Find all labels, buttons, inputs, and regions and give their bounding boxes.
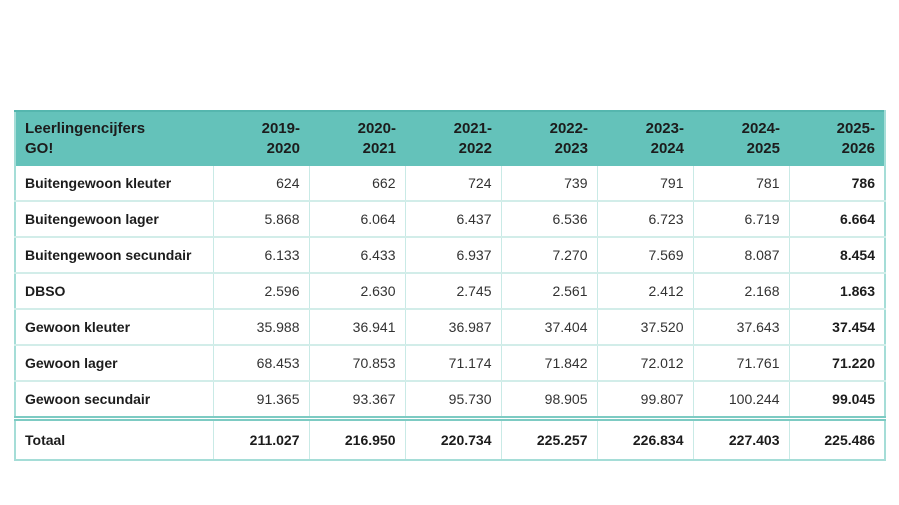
cell-value: 739 — [501, 166, 598, 202]
table-row: Gewoon secundair 91.365 93.367 95.730 98.905… — [15, 381, 885, 420]
year-column-header: 2020- 2021 — [309, 111, 405, 166]
table-body: Buitengewoon kleuter 624 662 724 739 791 781 78… — [15, 166, 885, 420]
cell-value: 6.937 — [405, 237, 502, 274]
cell-value: 95.730 — [405, 381, 502, 420]
leerlingencijfers-table: Leerlingencijfers GO! 2019- 2020 2020- 2021… — [14, 110, 886, 461]
table-row: Gewoon kleuter 35.988 36.941 36.987 37.404 37… — [15, 309, 885, 346]
cell-value: 2.596 — [213, 273, 310, 310]
cell-value: 662 — [309, 166, 406, 202]
year-column-header: 2019- 2020 — [213, 111, 309, 166]
total-cell-value: 220.734 — [405, 416, 502, 460]
cell-value: 6.719 — [693, 201, 790, 238]
year-column-header: 2022- 2023 — [501, 111, 597, 166]
row-label: Gewoon lager — [15, 345, 214, 382]
total-cell-value: 225.257 — [501, 416, 598, 460]
cell-value: 6.437 — [405, 201, 502, 238]
cell-value: 36.987 — [405, 309, 502, 346]
cell-value: 624 — [213, 166, 310, 202]
cell-value: 8.454 — [789, 237, 885, 274]
cell-value: 37.404 — [501, 309, 598, 346]
cell-value: 72.012 — [597, 345, 694, 382]
year-column-header: 2023- 2024 — [597, 111, 693, 166]
cell-value: 99.045 — [789, 381, 885, 420]
cell-value: 2.745 — [405, 273, 502, 310]
cell-value: 2.412 — [597, 273, 694, 310]
cell-value: 91.365 — [213, 381, 310, 420]
cell-value: 37.520 — [597, 309, 694, 346]
table-title-line2: GO! — [25, 140, 54, 157]
cell-value: 37.643 — [693, 309, 790, 346]
cell-value: 93.367 — [309, 381, 406, 420]
total-cell-value: 211.027 — [213, 416, 310, 460]
cell-value: 1.863 — [789, 273, 885, 310]
cell-value: 70.853 — [309, 345, 406, 382]
cell-value: 6.133 — [213, 237, 310, 274]
total-cell-value: 216.950 — [309, 416, 406, 460]
cell-value: 6.723 — [597, 201, 694, 238]
row-label: Gewoon secundair — [15, 381, 214, 420]
cell-value: 37.454 — [789, 309, 885, 346]
cell-value: 781 — [693, 166, 790, 202]
total-cell-value: 227.403 — [693, 416, 790, 460]
cell-value: 724 — [405, 166, 502, 202]
row-label: DBSO — [15, 273, 214, 310]
row-label: Buitengewoon secundair — [15, 237, 214, 274]
cell-value: 36.941 — [309, 309, 406, 346]
total-cell-value: 225.486 — [789, 416, 885, 460]
cell-value: 2.561 — [501, 273, 598, 310]
year-column-header: 2024- 2025 — [693, 111, 789, 166]
table-row: Buitengewoon secundair 6.133 6.433 6.937 7.2… — [15, 237, 885, 274]
cell-value: 71.174 — [405, 345, 502, 382]
cell-value: 71.220 — [789, 345, 885, 382]
cell-value: 6.664 — [789, 201, 885, 238]
cell-value: 99.807 — [597, 381, 694, 420]
cell-value: 71.761 — [693, 345, 790, 382]
cell-value: 6.536 — [501, 201, 598, 238]
cell-value: 7.270 — [501, 237, 598, 274]
cell-value: 786 — [789, 166, 885, 202]
table-row: Buitengewoon lager 5.868 6.064 6.437 6.536 6.… — [15, 201, 885, 238]
cell-value: 71.842 — [501, 345, 598, 382]
cell-value: 7.569 — [597, 237, 694, 274]
cell-value: 8.087 — [693, 237, 790, 274]
cell-value: 2.630 — [309, 273, 406, 310]
cell-value: 100.244 — [693, 381, 790, 420]
cell-value: 98.905 — [501, 381, 598, 420]
cell-value: 68.453 — [213, 345, 310, 382]
year-column-header: 2021- 2022 — [405, 111, 501, 166]
row-label: Buitengewoon lager — [15, 201, 214, 238]
table-row: DBSO 2.596 2.630 2.745 2.561 2.412 2.168 1.863 — [15, 273, 885, 310]
table-title: Leerlingencijfers GO! — [15, 111, 213, 166]
total-row: Totaal 211.027 216.950 220.734 225.257 226.8… — [15, 416, 885, 460]
year-column-header: 2025- 2026 — [789, 111, 885, 166]
total-row-label: Totaal — [15, 416, 214, 460]
cell-value: 791 — [597, 166, 694, 202]
row-label: Buitengewoon kleuter — [15, 166, 214, 202]
row-label: Gewoon kleuter — [15, 309, 214, 346]
total-cell-value: 226.834 — [597, 416, 694, 460]
header-row: Leerlingencijfers GO! 2019- 2020 2020- 2021… — [15, 111, 885, 166]
table-title-line1: Leerlingencijfers — [25, 120, 146, 137]
cell-value: 2.168 — [693, 273, 790, 310]
cell-value: 5.868 — [213, 201, 310, 238]
cell-value: 35.988 — [213, 309, 310, 346]
table-row: Gewoon lager 68.453 70.853 71.174 71.842 72.0… — [15, 345, 885, 382]
table-row: Buitengewoon kleuter 624 662 724 739 791 781 78… — [15, 166, 885, 202]
cell-value: 6.064 — [309, 201, 406, 238]
cell-value: 6.433 — [309, 237, 406, 274]
